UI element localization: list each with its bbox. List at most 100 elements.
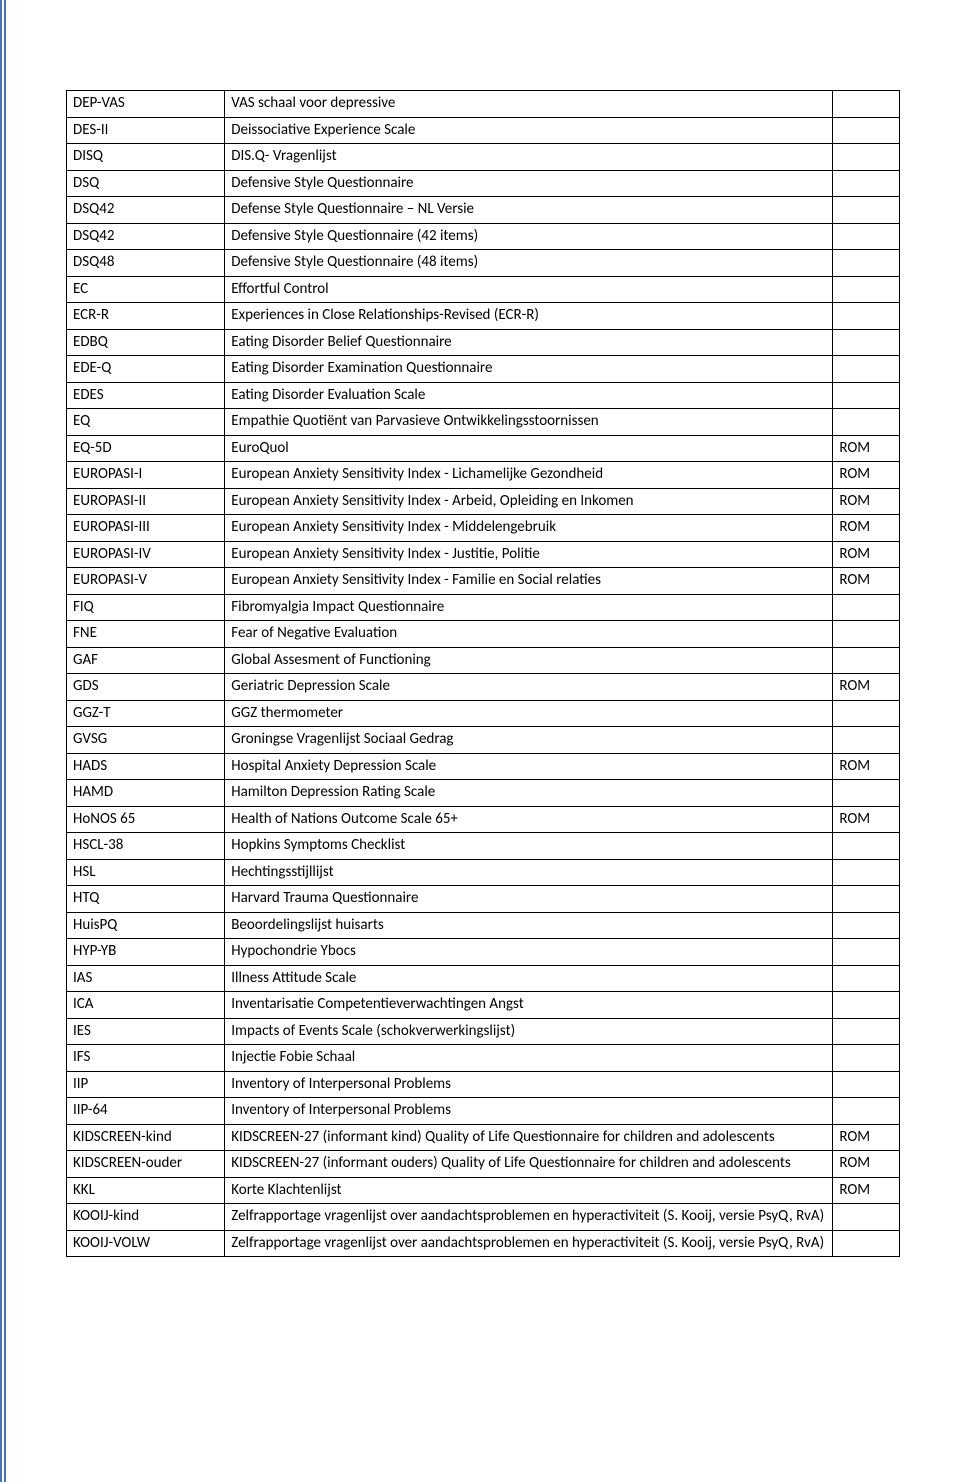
cell-desc: European Anxiety Sensitivity Index - Fam… <box>225 568 833 595</box>
cell-abbr: KOOIJ-VOLW <box>67 1230 225 1257</box>
cell-tag <box>833 223 900 250</box>
table-row: EUROPASI-IEuropean Anxiety Sensitivity I… <box>67 462 900 489</box>
cell-tag <box>833 912 900 939</box>
cell-desc: Defensive Style Questionnaire (48 items) <box>225 250 833 277</box>
cell-desc: European Anxiety Sensitivity Index - Lic… <box>225 462 833 489</box>
cell-tag: ROM <box>833 488 900 515</box>
cell-desc: Injectie Fobie Schaal <box>225 1045 833 1072</box>
cell-abbr: IIP <box>67 1071 225 1098</box>
cell-desc: Hamilton Depression Rating Scale <box>225 780 833 807</box>
cell-tag <box>833 170 900 197</box>
cell-abbr: GVSG <box>67 727 225 754</box>
cell-desc: Experiences in Close Relationships-Revis… <box>225 303 833 330</box>
cell-abbr: DSQ48 <box>67 250 225 277</box>
cell-tag <box>833 303 900 330</box>
cell-desc: Defense Style Questionnaire – NL Versie <box>225 197 833 224</box>
table-row: IIP-64Inventory of Interpersonal Problem… <box>67 1098 900 1125</box>
cell-abbr: IAS <box>67 965 225 992</box>
cell-tag <box>833 700 900 727</box>
table-row: ECR-RExperiences in Close Relationships-… <box>67 303 900 330</box>
cell-tag: ROM <box>833 515 900 542</box>
table-row: EQ-5DEuroQuolROM <box>67 435 900 462</box>
table-row: HuisPQBeoordelingslijst huisarts <box>67 912 900 939</box>
table-row: FNEFear of Negative Evaluation <box>67 621 900 648</box>
cell-abbr: DSQ <box>67 170 225 197</box>
cell-desc: Impacts of Events Scale (schokverwerking… <box>225 1018 833 1045</box>
cell-tag <box>833 594 900 621</box>
table-row: DSQ42Defensive Style Questionnaire (42 i… <box>67 223 900 250</box>
cell-tag <box>833 965 900 992</box>
cell-abbr: GAF <box>67 647 225 674</box>
cell-desc: EuroQuol <box>225 435 833 462</box>
cell-tag: ROM <box>833 806 900 833</box>
cell-abbr: DSQ42 <box>67 197 225 224</box>
table-row: HSCL-38Hopkins Symptoms Checklist <box>67 833 900 860</box>
cell-tag: ROM <box>833 568 900 595</box>
table-row: EUROPASI-IIEuropean Anxiety Sensitivity … <box>67 488 900 515</box>
table-row: HYP-YBHypochondrie Ybocs <box>67 939 900 966</box>
table-row: IIPInventory of Interpersonal Problems <box>67 1071 900 1098</box>
document-page: DEP-VASVAS schaal voor depressiveDES-IID… <box>0 0 960 1482</box>
table-row: HADSHospital Anxiety Depression ScaleROM <box>67 753 900 780</box>
cell-abbr: IFS <box>67 1045 225 1072</box>
cell-abbr: KIDSCREEN-kind <box>67 1124 225 1151</box>
cell-abbr: HoNOS 65 <box>67 806 225 833</box>
cell-abbr: GGZ-T <box>67 700 225 727</box>
table-row: EDE-QEating Disorder Examination Questio… <box>67 356 900 383</box>
cell-desc: Hospital Anxiety Depression Scale <box>225 753 833 780</box>
cell-abbr: DEP-VAS <box>67 91 225 118</box>
cell-abbr: EDE-Q <box>67 356 225 383</box>
cell-tag <box>833 833 900 860</box>
cell-desc: Global Assesment of Functioning <box>225 647 833 674</box>
cell-desc: European Anxiety Sensitivity Index - Jus… <box>225 541 833 568</box>
cell-abbr: EUROPASI-III <box>67 515 225 542</box>
cell-tag <box>833 91 900 118</box>
cell-tag <box>833 1018 900 1045</box>
table-row: DEP-VASVAS schaal voor depressive <box>67 91 900 118</box>
table-row: KIDSCREEN-kindKIDSCREEN-27 (informant ki… <box>67 1124 900 1151</box>
cell-abbr: EQ <box>67 409 225 436</box>
cell-abbr: FNE <box>67 621 225 648</box>
cell-desc: Inventory of Interpersonal Problems <box>225 1098 833 1125</box>
cell-desc: DIS.Q- Vragenlijst <box>225 144 833 171</box>
cell-abbr: ECR-R <box>67 303 225 330</box>
cell-tag <box>833 647 900 674</box>
cell-abbr: GDS <box>67 674 225 701</box>
table-row: GGZ-TGGZ thermometer <box>67 700 900 727</box>
table-row: GVSGGroningse Vragenlijst Sociaal Gedrag <box>67 727 900 754</box>
cell-abbr: HSL <box>67 859 225 886</box>
cell-desc: Groningse Vragenlijst Sociaal Gedrag <box>225 727 833 754</box>
cell-tag <box>833 1098 900 1125</box>
cell-abbr: KOOIJ-kind <box>67 1204 225 1231</box>
cell-tag <box>833 780 900 807</box>
cell-desc: Deissociative Experience Scale <box>225 117 833 144</box>
table-row: GAFGlobal Assesment of Functioning <box>67 647 900 674</box>
cell-desc: Fear of Negative Evaluation <box>225 621 833 648</box>
cell-abbr: EUROPASI-II <box>67 488 225 515</box>
cell-tag <box>833 1045 900 1072</box>
cell-desc: VAS schaal voor depressive <box>225 91 833 118</box>
table-row: DSQ42Defense Style Questionnaire – NL Ve… <box>67 197 900 224</box>
cell-tag <box>833 1071 900 1098</box>
cell-abbr: DES-II <box>67 117 225 144</box>
cell-abbr: IIP-64 <box>67 1098 225 1125</box>
cell-tag <box>833 144 900 171</box>
table-row: EQEmpathie Quotiënt van Parvasieve Ontwi… <box>67 409 900 436</box>
cell-abbr: KIDSCREEN-ouder <box>67 1151 225 1178</box>
cell-desc: Health of Nations Outcome Scale 65+ <box>225 806 833 833</box>
cell-tag <box>833 117 900 144</box>
table-row: EUROPASI-VEuropean Anxiety Sensitivity I… <box>67 568 900 595</box>
cell-desc: Harvard Trauma Questionnaire <box>225 886 833 913</box>
cell-abbr: IES <box>67 1018 225 1045</box>
cell-tag <box>833 276 900 303</box>
cell-abbr: FIQ <box>67 594 225 621</box>
table-row: IESImpacts of Events Scale (schokverwerk… <box>67 1018 900 1045</box>
cell-abbr: DSQ42 <box>67 223 225 250</box>
cell-tag: ROM <box>833 753 900 780</box>
table-row: HoNOS 65Health of Nations Outcome Scale … <box>67 806 900 833</box>
table-row: ICAInventarisatie Competentieverwachting… <box>67 992 900 1019</box>
cell-abbr: HSCL-38 <box>67 833 225 860</box>
table-row: IFSInjectie Fobie Schaal <box>67 1045 900 1072</box>
cell-tag <box>833 382 900 409</box>
cell-tag <box>833 727 900 754</box>
